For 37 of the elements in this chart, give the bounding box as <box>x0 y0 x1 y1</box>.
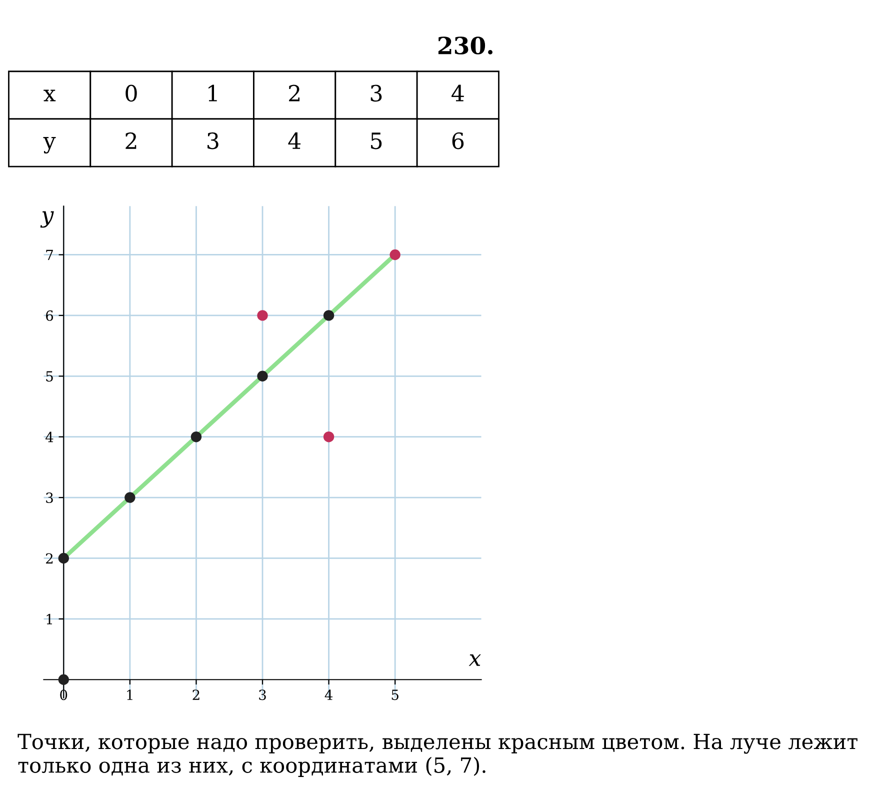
x-tick-label: 1 <box>127 690 132 700</box>
y-tick-label: 1 <box>46 614 52 624</box>
point <box>390 249 400 260</box>
chart-title: 230. <box>438 36 492 54</box>
y-axis-title: y <box>40 211 54 228</box>
text: 2 <box>289 84 300 102</box>
x-axis-title: x <box>468 654 481 666</box>
text: 4 <box>452 84 464 102</box>
y-tick-label: 4 <box>46 432 54 442</box>
y-tick-label: 7 <box>46 250 53 260</box>
point <box>190 431 202 442</box>
x-tick-label: 2 <box>192 690 200 700</box>
point <box>58 552 69 564</box>
point <box>257 310 268 321</box>
y-tick-label: 5 <box>46 371 53 382</box>
y-tick-label: 2 <box>46 553 53 564</box>
text: Точки, которые надо проверить, выделены красным цветом. На луче лежит только одна из них, с координатами (5, 7). <box>18 734 858 778</box>
text: 3 <box>370 84 382 102</box>
text: 1 <box>208 84 217 102</box>
point <box>58 674 69 685</box>
x-tick-label: 4 <box>324 690 333 700</box>
text: 6 <box>452 132 464 150</box>
text: 0 <box>126 84 137 102</box>
x-tick-label: 5 <box>392 690 398 700</box>
text: 3 <box>208 132 218 150</box>
text: x <box>44 90 56 102</box>
y-tick-label: 6 <box>46 310 54 321</box>
x-tick-label: 3 <box>259 690 266 700</box>
text: 2 <box>126 132 136 149</box>
point <box>323 431 334 442</box>
y-tick-label: 3 <box>46 492 53 504</box>
text: 4 <box>288 132 301 149</box>
point <box>323 310 334 321</box>
point <box>124 492 136 503</box>
text: 5 <box>371 132 382 150</box>
text: y <box>43 137 56 154</box>
point <box>257 370 268 382</box>
